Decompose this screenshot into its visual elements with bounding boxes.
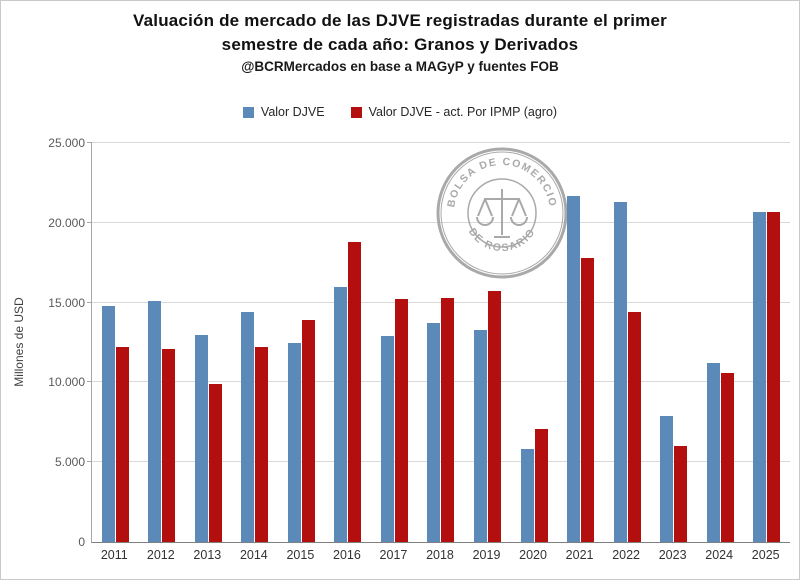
bar-2013-valor-djve-ipmp: [208, 384, 222, 542]
y-tick-mark: [87, 221, 92, 223]
title-block: Valuación de mercado de las DJVE registr…: [1, 9, 799, 77]
bar-group-2024: [697, 143, 744, 542]
x-tick-label-2018: 2018: [426, 548, 454, 562]
gridline: [92, 461, 790, 463]
bar-group-2016: [325, 143, 372, 542]
bar-group-2018: [418, 143, 465, 542]
bar-2012-valor-djve-ipmp: [162, 348, 176, 542]
bar-2023-valor-djve-ipmp: [674, 446, 688, 542]
bar-2014-valor-djve-ipmp: [255, 347, 269, 542]
x-tick-label-2022: 2022: [612, 548, 641, 562]
gridline: [92, 142, 790, 143]
bar-group-2020: [511, 143, 558, 542]
bar-series-container: [92, 143, 790, 542]
bar-2017-valor-djve: [380, 336, 394, 542]
bar-2011-valor-djve: [101, 305, 115, 542]
bar-2019-valor-djve: [474, 329, 488, 542]
x-tick-label-2016: 2016: [333, 548, 361, 562]
chart-title-line-1: Valuación de mercado de las DJVE registr…: [133, 11, 667, 30]
bar-2019-valor-djve-ipmp: [488, 291, 502, 542]
bar-2025-valor-djve: [753, 211, 767, 542]
legend-label: Valor DJVE - act. Por IPMP (agro): [368, 105, 558, 119]
bar-2014-valor-djve: [241, 312, 255, 542]
bar-2020-valor-djve: [520, 449, 534, 542]
x-tick-label-2020: 2020: [519, 548, 547, 562]
bar-2011-valor-djve-ipmp: [115, 347, 129, 542]
legend-item-1: Valor DJVE - act. Por IPMP (agro): [350, 105, 558, 119]
x-tick-label-2025: 2025: [751, 548, 780, 562]
bar-group-2025: [743, 143, 790, 542]
bar-2015-valor-djve: [287, 342, 301, 542]
x-tick-label-2024: 2024: [705, 548, 734, 562]
x-tick-label-2014: 2014: [239, 548, 268, 562]
y-tick-mark: [87, 301, 92, 303]
gridline: [92, 301, 790, 303]
bar-group-2011: [92, 143, 139, 542]
chart-title-line-2: semestre de cada año: Granos y Derivados: [221, 35, 579, 54]
legend-label: Valor DJVE: [260, 105, 325, 119]
gridline: [92, 381, 790, 383]
bar-group-2023: [650, 143, 697, 542]
bar-2015-valor-djve-ipmp: [301, 320, 315, 542]
x-tick-label-2021: 2021: [565, 548, 594, 562]
y-tick-mark: [87, 461, 92, 463]
legend: Valor DJVE Valor DJVE - act. Por IPMP (ag…: [1, 105, 799, 119]
x-tick-label-2012: 2012: [146, 548, 175, 562]
bar-group-2014: [232, 143, 279, 542]
bar-2024-valor-djve-ipmp: [720, 372, 734, 542]
y-tick-mark: [87, 142, 92, 143]
bcr-rosario-seal-watermark-icon: BOLSA DE COMERCIO DE ROSARIO: [436, 147, 568, 279]
bar-group-2022: [604, 143, 651, 542]
y-tick-label: 5.000: [54, 455, 85, 470]
bar-2013-valor-djve: [194, 334, 208, 542]
bar-group-2012: [139, 143, 186, 542]
bar-2021-valor-djve-ipmp: [581, 257, 595, 542]
gridline: [92, 221, 790, 223]
x-tick-label-2023: 2023: [658, 548, 687, 562]
bar-2012-valor-djve: [148, 301, 162, 542]
bar-group-2013: [185, 143, 232, 542]
y-tick-mark: [87, 381, 92, 383]
bar-2024-valor-djve: [706, 363, 720, 542]
x-tick-label-2011: 2011: [100, 548, 128, 562]
y-tick-label: 20.000: [48, 215, 85, 230]
bar-2022-valor-djve: [613, 202, 627, 542]
x-axis-tick-labels: 2011 2012 2013 2014 2015 2016 2017 2018 2019 2020…: [91, 548, 789, 562]
legend-item-0: Valor DJVE: [242, 105, 325, 119]
x-tick-label-2017: 2017: [379, 548, 408, 562]
y-tick-label: 25.000: [48, 136, 85, 150]
bar-2018-valor-djve-ipmp: [441, 297, 455, 542]
bar-2016-valor-djve-ipmp: [348, 241, 362, 542]
y-tick-label: 10.000: [48, 375, 85, 390]
bar-2020-valor-djve-ipmp: [534, 428, 548, 542]
bar-2023-valor-djve: [660, 415, 674, 542]
legend-swatch-icon: [350, 106, 362, 118]
bar-2018-valor-djve: [427, 323, 441, 542]
scales-icon: [476, 189, 528, 238]
bar-group-2015: [278, 143, 325, 542]
bar-2025-valor-djve-ipmp: [767, 211, 781, 542]
y-tick-label: 15.000: [48, 295, 85, 310]
bar-2022-valor-djve-ipmp: [627, 312, 641, 542]
x-tick-label-2013: 2013: [193, 548, 222, 562]
bar-2021-valor-djve: [567, 195, 581, 542]
bar-group-2017: [371, 143, 418, 542]
bar-group-2021: [557, 143, 604, 542]
y-tick-label: 0: [78, 535, 85, 549]
chart-subtitle: @BCRMercados en base a MAGyP y fuentes F…: [241, 59, 559, 74]
plot-area: BOLSA DE COMERCIO DE ROSARIO: [87, 142, 790, 543]
x-tick-label-2019: 2019: [472, 548, 501, 562]
bar-2016-valor-djve: [334, 286, 348, 542]
bar-2017-valor-djve-ipmp: [394, 299, 408, 542]
y-axis-label: Millones de USD: [12, 297, 26, 387]
x-tick-label-2015: 2015: [286, 548, 315, 562]
y-axis-tick-labels: 0 5.000 10.000 15.000 20.000 25.000: [35, 136, 85, 549]
legend-swatch-icon: [242, 106, 254, 118]
bar-group-2019: [464, 143, 511, 542]
